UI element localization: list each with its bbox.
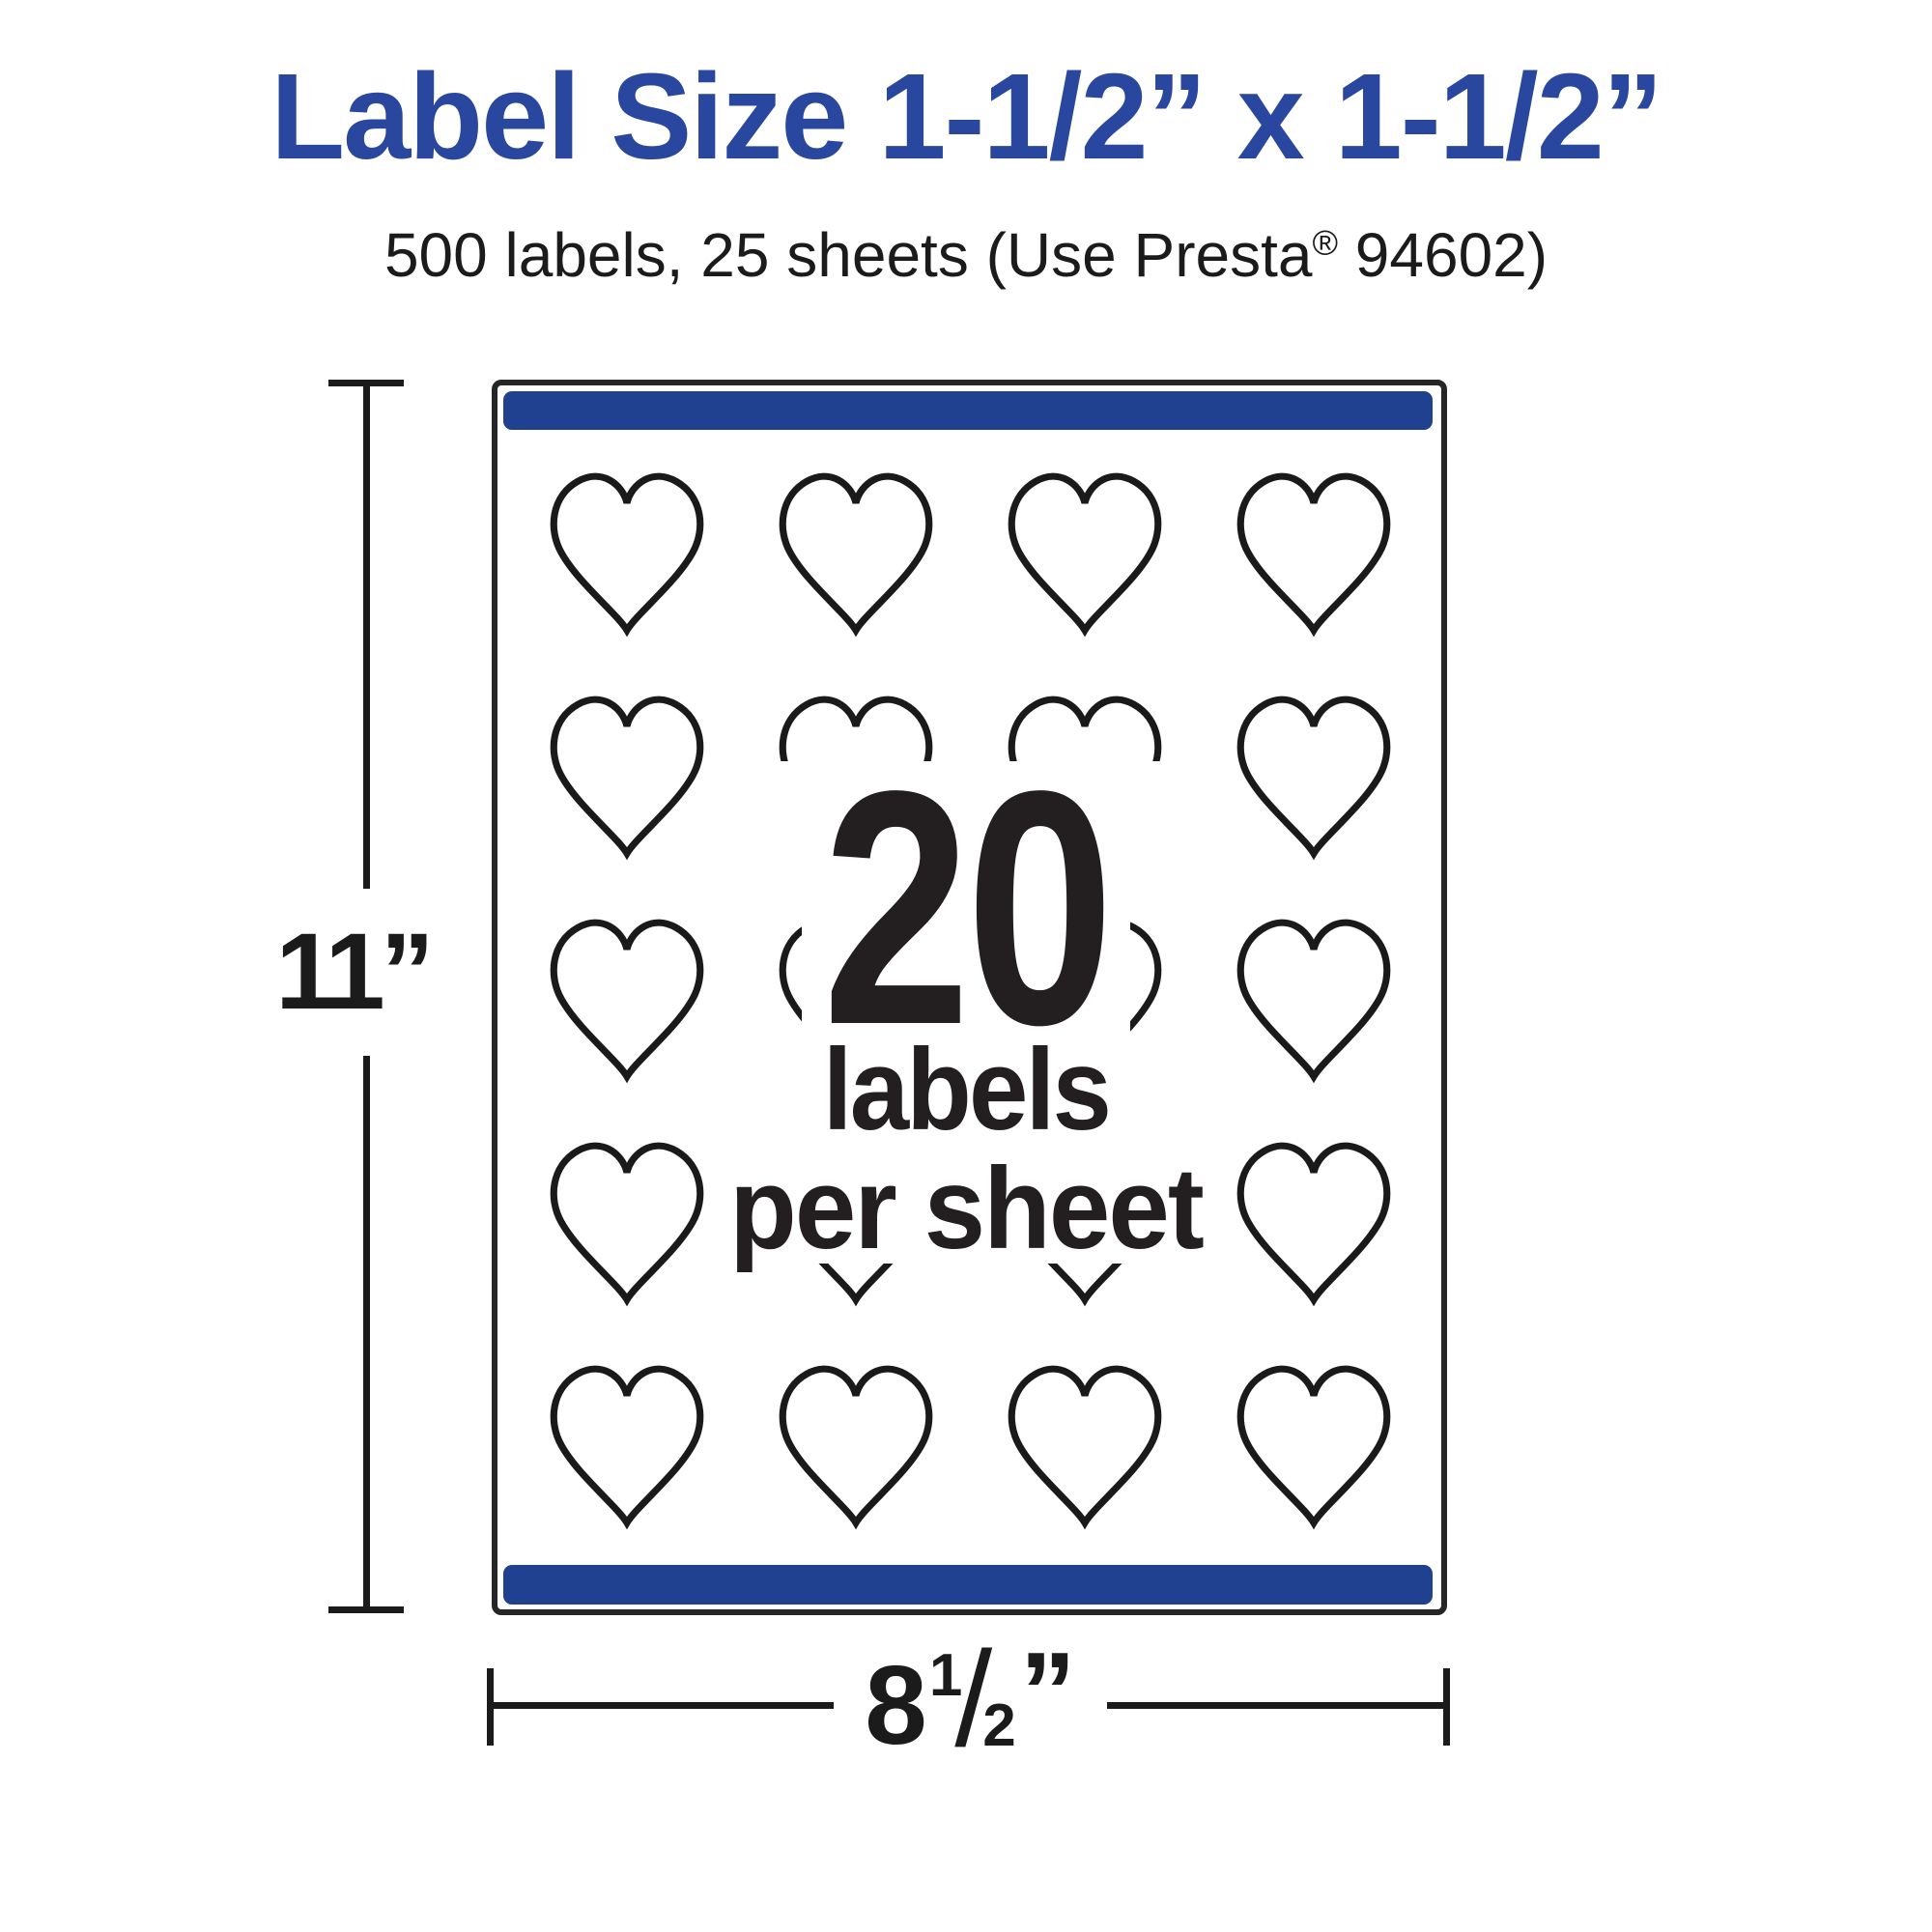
heart-label (1011, 476, 1158, 630)
registered-trademark-icon: ® (1312, 222, 1338, 263)
center-text-backdrop-upper (771, 761, 1161, 916)
page-subtitle: 500 labels, 25 sheets (Use Presta® 94602… (0, 220, 1932, 292)
center-text-backdrop-lower (715, 1065, 1217, 1264)
sheet-bottom-bar (503, 1565, 1433, 1605)
subtitle-sku: 94602) (1338, 220, 1548, 290)
width-dimension-right-tick (1443, 1668, 1450, 1746)
width-fraction-denominator: 2 (982, 1692, 1016, 1759)
page-title: Label Size 1-1/2” x 1-1/2” (270, 48, 1663, 185)
heart-label (782, 476, 929, 630)
height-dimension-line-upper (363, 382, 370, 889)
width-fraction-slash: / (954, 1623, 993, 1775)
width-dimension-line-left (490, 1702, 834, 1709)
heart-label (1240, 1369, 1387, 1522)
width-dimension-line-right (1107, 1702, 1447, 1709)
heart-label (554, 1369, 700, 1522)
sheet-width-value: 8 1 / 2 ” (834, 1632, 1107, 1768)
per-sheet-words: per sheet (729, 1144, 1205, 1273)
width-inch-mark: ” (1019, 1629, 1076, 1754)
heart-label (782, 1369, 929, 1522)
heart-label (554, 476, 700, 630)
labels-per-sheet-count: 20 (822, 723, 1114, 1094)
height-dimension-bottom-tick (328, 1606, 404, 1613)
width-whole-number: 8 (865, 1642, 927, 1768)
subtitle-text: 500 labels, 25 sheets (Use Presta (384, 220, 1313, 290)
heart-label (1240, 476, 1387, 630)
width-fraction-numerator: 1 (928, 1642, 963, 1709)
center-text-backdrop-middle (802, 914, 1130, 1066)
heart-label (1011, 1369, 1158, 1522)
height-dimension-line-lower (363, 1056, 370, 1609)
sheet-height-value: 11” (275, 910, 434, 1032)
labels-word: labels (822, 1025, 1112, 1154)
sheet-top-bar (503, 391, 1433, 430)
